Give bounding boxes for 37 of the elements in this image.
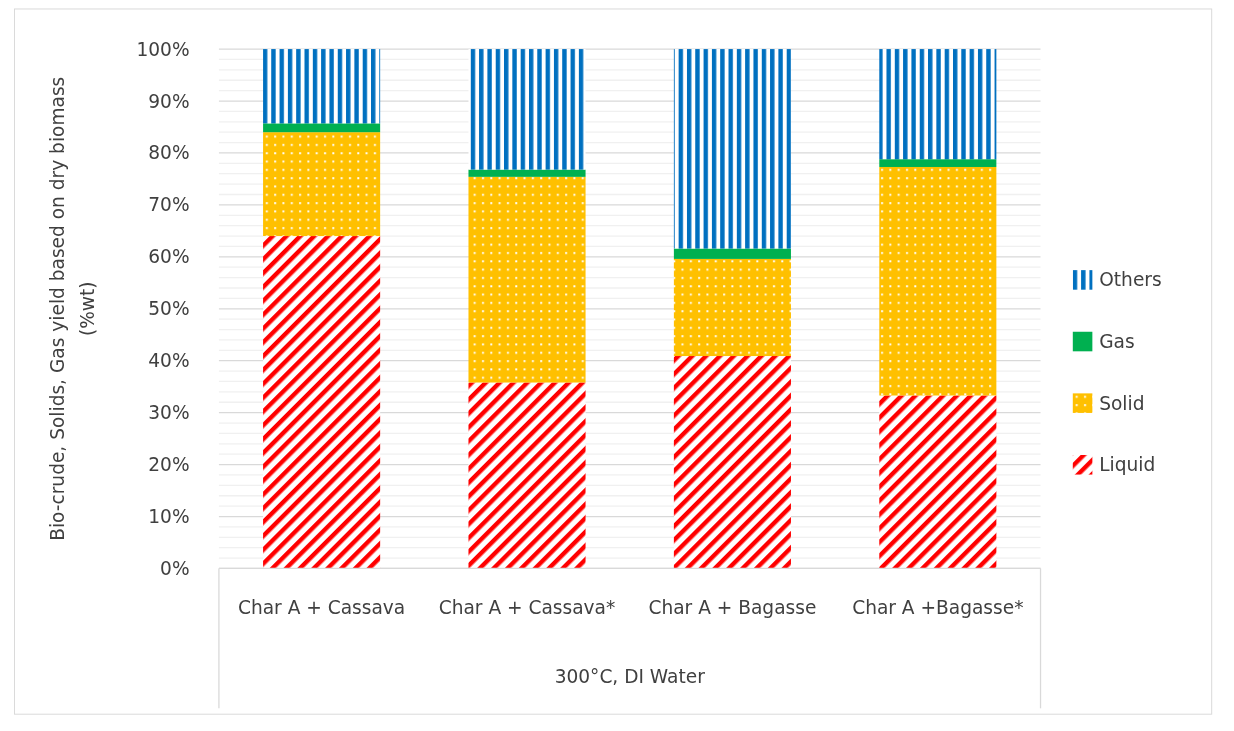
bar [468, 176, 586, 383]
bar [263, 132, 381, 237]
y-tick-label: 50% [148, 298, 190, 320]
bar [263, 49, 381, 124]
x-tick-label: Char A + Cassava [237, 597, 406, 619]
x-axis-title: 300°C, DI Water [554, 665, 706, 687]
bar [673, 356, 791, 569]
bar [673, 49, 791, 249]
bar [468, 169, 586, 177]
legend-label: Solid [1099, 392, 1145, 414]
y-tick-label: 20% [148, 454, 190, 476]
x-tick-label: Char A +Bagasse* [852, 597, 1024, 619]
y-tick-label: 0% [160, 557, 190, 579]
y-tick-label: 60% [148, 246, 190, 268]
bar [468, 49, 586, 170]
y-tick-label: 80% [148, 142, 190, 164]
y-tick-label: 90% [148, 90, 190, 112]
legend-label: Others [1099, 269, 1162, 291]
bar [673, 258, 791, 357]
y-tick-label: 40% [148, 350, 190, 372]
y-axis-title: Bio-crude, Solids, Gas yield based on dry biomass (%wt) [47, 76, 98, 541]
y-tick-label: 30% [148, 402, 190, 424]
x-tick-label: Char A + Cassava* [438, 597, 616, 619]
y-tick-label: 70% [148, 194, 190, 216]
legend-label: Liquid [1099, 454, 1156, 476]
bar [879, 159, 997, 167]
bar [263, 236, 381, 569]
bar [673, 248, 791, 259]
bar [879, 49, 997, 160]
y-tick-label: 100% [136, 38, 190, 60]
legend-label: Gas [1099, 331, 1135, 353]
bar [263, 123, 381, 133]
x-tick-label: Char A + Bagasse [648, 597, 817, 619]
bar [468, 382, 586, 569]
bar [879, 395, 997, 569]
bar [879, 166, 997, 396]
y-tick-label: 10% [148, 506, 190, 528]
